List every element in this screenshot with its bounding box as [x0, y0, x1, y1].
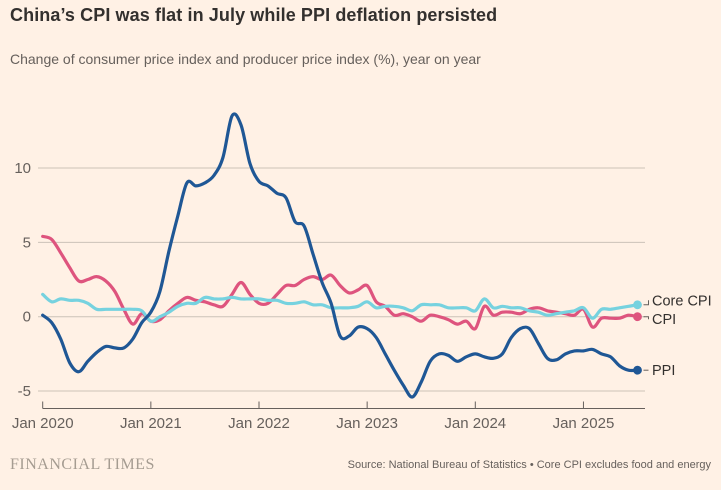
- series-end-dot-cpi: [633, 312, 642, 322]
- series-label-cpi: CPI: [652, 312, 676, 328]
- series-end-dot-ppi: [633, 365, 642, 375]
- series-line-ppi: [41, 112, 640, 399]
- series-label-core-cpi: Core CPI: [652, 293, 712, 309]
- label-leader-cpi: [643, 316, 649, 320]
- source-note: Source: National Bureau of Statistics • …: [347, 459, 711, 471]
- x-tick-label: Jan 2022: [228, 415, 290, 432]
- x-tick-label: Jan 2025: [553, 415, 615, 432]
- x-tick-label: Jan 2021: [120, 415, 182, 432]
- y-tick-label: 10: [14, 160, 31, 177]
- series-end-dot-core-cpi: [633, 300, 642, 310]
- y-tick-label: 5: [23, 234, 31, 251]
- x-tick-label: Jan 2024: [444, 415, 506, 432]
- series-label-ppi: PPI: [652, 363, 675, 379]
- x-tick-label: Jan 2020: [12, 415, 74, 432]
- chart-subtitle: Change of consumer price index and produ…: [10, 51, 481, 67]
- x-tick-label: Jan 2023: [336, 415, 398, 432]
- label-leader-core-cpi: [643, 300, 649, 306]
- y-tick-label: -5: [18, 383, 31, 400]
- y-tick-label: 0: [23, 309, 31, 326]
- ft-logo-text: FINANCIAL TIMES: [10, 456, 155, 473]
- series-line-cpi: [41, 234, 640, 331]
- chart-title: China’s CPI was flat in July while PPI d…: [10, 5, 498, 25]
- series-line-core-cpi: [41, 292, 640, 323]
